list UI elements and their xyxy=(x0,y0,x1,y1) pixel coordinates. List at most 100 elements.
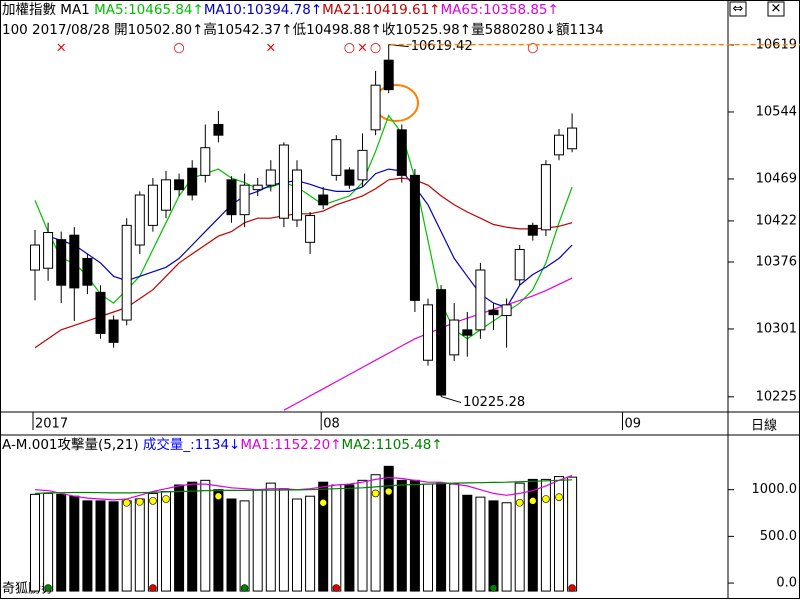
volume-bar xyxy=(174,484,185,592)
signal-dot xyxy=(489,584,498,592)
top-marker: × xyxy=(56,41,67,56)
icon: ✕ xyxy=(771,2,782,17)
volume-bar xyxy=(56,493,67,592)
candle-body xyxy=(462,329,473,336)
volume-bar xyxy=(409,479,420,592)
candle-body xyxy=(30,244,40,271)
attack-dot xyxy=(162,495,170,503)
candle-body xyxy=(239,184,250,216)
signal-dot xyxy=(149,584,157,592)
volume-bar xyxy=(501,502,512,592)
signal-dot xyxy=(240,584,249,592)
candle-body xyxy=(396,129,407,176)
candle-body xyxy=(69,234,80,289)
volume-bar xyxy=(436,482,447,592)
volume-ma-line xyxy=(34,474,573,501)
volume-bar xyxy=(488,500,499,592)
annotation: 10225.28 xyxy=(463,395,525,410)
candle-body xyxy=(357,149,368,181)
volume-title: A-M.001攻擊量(5,21) xyxy=(2,437,139,453)
volume-bar xyxy=(147,492,158,592)
header-line-2: 100 2017/08/28 開10502.80↑高10542.37↑低1049… xyxy=(2,21,604,39)
y-tick-label: 1000.0 xyxy=(752,482,798,497)
y-tick-label: 500.0 xyxy=(760,529,797,544)
candle-body xyxy=(409,174,420,301)
y-tick-label: 10544 xyxy=(756,104,797,119)
legend-entry: MA10:10394.78↑ xyxy=(203,2,323,18)
candle-body xyxy=(213,123,224,136)
volume-bar xyxy=(82,500,93,592)
volume-bar xyxy=(344,484,355,592)
volume-bar xyxy=(265,482,276,592)
volume-bar xyxy=(292,498,302,592)
y-tick-label: 10301 xyxy=(756,321,797,336)
volume-bar xyxy=(121,500,132,592)
top-marker: ○ xyxy=(370,41,381,56)
volume-bar xyxy=(554,476,564,592)
candle-body xyxy=(344,169,355,186)
volume-bar xyxy=(43,492,54,592)
candle-body xyxy=(514,248,525,281)
candle-body xyxy=(108,319,119,343)
legend-entry: MA65:10358.85↑ xyxy=(440,2,559,18)
candle-body xyxy=(292,169,302,221)
volume-bar xyxy=(540,478,551,592)
attack-dot xyxy=(371,489,380,498)
period-label: 日線 xyxy=(751,418,777,434)
candle-body xyxy=(187,167,198,196)
volume-bar xyxy=(213,489,224,592)
attack-dot xyxy=(214,492,223,501)
top-marker: ○ xyxy=(527,41,538,56)
volume-label: 成交量_:1134↓ xyxy=(142,437,241,453)
candle-body xyxy=(252,184,263,191)
volume-bar xyxy=(239,500,250,592)
candle-body xyxy=(331,139,342,176)
volume-bar xyxy=(370,474,381,592)
volume-bar xyxy=(187,481,198,592)
volume-bar xyxy=(357,479,368,592)
candle-body xyxy=(265,169,276,186)
volume-bar xyxy=(318,481,329,592)
volume-bar xyxy=(252,489,263,592)
candle-body xyxy=(174,179,185,191)
volume-bar xyxy=(69,495,80,592)
candle-body xyxy=(56,239,67,286)
candle-body xyxy=(540,164,551,231)
volume-bar xyxy=(278,488,289,592)
attack-dot xyxy=(122,498,131,507)
volume-bar xyxy=(383,465,394,592)
close-button[interactable] xyxy=(767,1,785,17)
candle-body xyxy=(370,84,381,131)
legend-entry: MA21:10419.61↑ xyxy=(322,2,441,18)
candle-body xyxy=(567,127,578,150)
volume-bar xyxy=(200,479,211,592)
subtitle: 100 2017/08/28 開10502.80↑高10542.37↑低1049… xyxy=(2,22,604,38)
candle-body xyxy=(305,215,316,243)
signal-dot xyxy=(568,584,576,592)
candle-body xyxy=(501,304,512,317)
candle-body xyxy=(147,184,158,226)
annotation-leader xyxy=(440,396,462,404)
candle-body xyxy=(82,257,93,286)
legend: MA1:1152.20↑MA2:1105.48↑ xyxy=(240,437,442,453)
attack-dot xyxy=(149,497,157,505)
annotation: 10619.42 xyxy=(411,39,473,54)
top-marker: × xyxy=(357,41,368,56)
candle-body xyxy=(134,194,145,246)
candle-body xyxy=(200,147,211,176)
top-marker: × xyxy=(265,41,276,56)
volume-bar xyxy=(305,495,316,592)
volume-bar xyxy=(567,476,578,592)
attack-dot xyxy=(555,493,563,501)
y-tick-label: 10376 xyxy=(756,254,797,269)
window-button[interactable] xyxy=(729,1,747,17)
attack-dot xyxy=(528,497,537,505)
volume-bar xyxy=(30,493,40,592)
candle-body xyxy=(226,179,237,216)
footer: 奇狐勝券 xyxy=(2,581,54,597)
volume-bar xyxy=(161,491,171,592)
icon: ⇔ xyxy=(733,2,744,17)
candle-body xyxy=(475,269,486,331)
signal-dot xyxy=(332,584,341,592)
